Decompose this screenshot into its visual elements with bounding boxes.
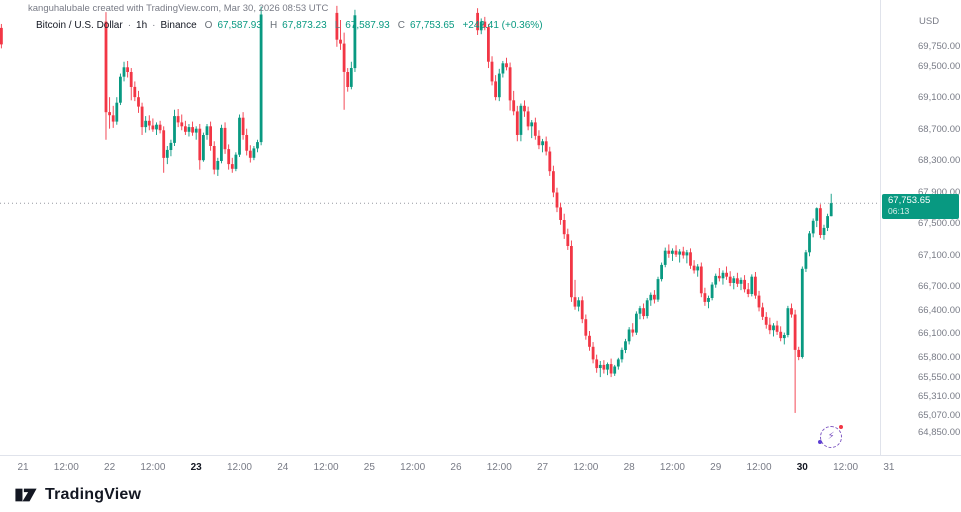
last-price-value: 67,753.65 [888, 195, 931, 207]
price-axis-separator [880, 0, 881, 455]
price-tick-label: 66,400.00 [918, 304, 961, 316]
exchange-label: Binance [160, 20, 197, 31]
candlestick-plot [0, 5, 880, 413]
price-tick-label: 67,900.00 [918, 186, 961, 198]
open-label: O [204, 20, 213, 31]
time-tick-label: 22 [104, 462, 116, 473]
time-axis-separator [0, 455, 961, 456]
time-tick-label: 12:00 [659, 462, 685, 473]
tradingview-logo-icon [15, 488, 37, 502]
lightning-glyph: ⚡ [827, 431, 835, 443]
time-tick-label: 24 [277, 462, 289, 473]
time-tick-label: 30 [796, 462, 808, 473]
purple-dot [818, 439, 823, 444]
time-tick-label: 12:00 [746, 462, 772, 473]
price-tick-label: 65,800.00 [918, 352, 961, 364]
tradingview-logo-text: TradingView [45, 486, 142, 503]
high-value: 67,873.23 [282, 20, 327, 31]
interval-label[interactable]: 1h [136, 20, 148, 31]
price-tick-label: 68,700.00 [918, 123, 961, 135]
time-tick-label: 12:00 [53, 462, 79, 473]
price-tick-label: 66,700.00 [918, 281, 961, 293]
time-tick-label: 12:00 [226, 462, 252, 473]
symbol-legend[interactable]: Bitcoin / U.S. Dollar · 1h · Binance O 6… [36, 20, 543, 31]
time-tick-label: 12:00 [573, 462, 599, 473]
attribution-text: kanguhalubale created with TradingView.c… [28, 3, 329, 14]
price-tick-label: 65,070.00 [918, 409, 961, 421]
time-tick-label: 29 [710, 462, 722, 473]
time-tick-label: 12:00 [400, 462, 426, 473]
time-tick-label: 25 [363, 462, 375, 473]
low-label: L [334, 20, 341, 31]
time-tick-label: 28 [623, 462, 635, 473]
time-tick-label: 12:00 [833, 462, 859, 473]
low-value: 67,587.93 [345, 20, 390, 31]
price-tick-label: 65,310.00 [918, 390, 961, 402]
price-tick-label: 65,550.00 [918, 371, 961, 383]
chart-canvas[interactable] [0, 0, 880, 455]
time-tick-label: 31 [883, 462, 895, 473]
time-tick-label: 26 [450, 462, 462, 473]
separator-dot: · [127, 20, 132, 31]
symbol-title[interactable]: Bitcoin / U.S. Dollar [36, 20, 123, 31]
lightning-event-icon[interactable]: ⚡ [818, 424, 844, 448]
price-tick-label: 66,100.00 [918, 328, 961, 340]
time-axis[interactable]: 21 12:00 22 12:00 23 12:00 24 12:00 25 12:00 26 12:… [0, 456, 894, 480]
time-tick-label: 12:00 [140, 462, 166, 473]
last-price-badge[interactable]: 67,753.65 06:13 [882, 194, 959, 219]
time-tick-label: 12:00 [313, 462, 339, 473]
price-tick-label: 68,300.00 [918, 155, 961, 167]
high-label: H [269, 20, 278, 31]
price-tick-label: 64,850.00 [918, 426, 961, 438]
price-tick-label: 69,100.00 [918, 92, 961, 104]
time-tick-label: 12:00 [486, 462, 512, 473]
separator-dot: · [152, 20, 156, 31]
tradingview-logo[interactable]: TradingView [14, 486, 141, 504]
price-tick-label: 67,500.00 [918, 218, 961, 230]
price-tick-label: 69,500.00 [918, 60, 961, 72]
time-tick-label: 27 [536, 462, 549, 473]
change-value: +242.41 (+0.36%) [462, 20, 543, 31]
price-tick-label: 69,750.00 [918, 41, 961, 52]
time-tick-label: 21 [17, 462, 29, 473]
price-axis[interactable]: USD 67,753.65 06:13 69,750.00 69,500.00 69… [881, 0, 961, 455]
bar-countdown: 06:13 [888, 206, 910, 217]
close-value: 67,753.65 [409, 20, 455, 31]
red-dot [839, 424, 844, 429]
currency-label: USD [919, 16, 940, 27]
time-tick-label: 23 [190, 462, 202, 473]
close-label: C [397, 20, 405, 31]
open-value: 67,587.93 [217, 20, 262, 31]
price-tick-label: 67,100.00 [918, 249, 961, 261]
